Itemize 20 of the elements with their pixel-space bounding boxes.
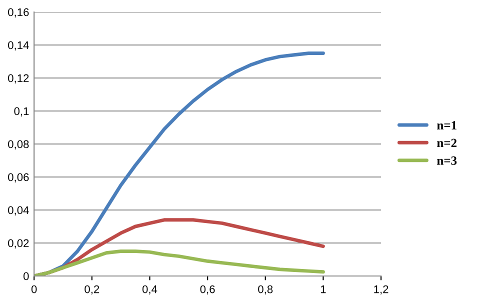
y-tick-label: 0 (23, 272, 29, 280)
y-tick-label: 0,06 (8, 173, 29, 182)
legend-label: n=1 (437, 121, 456, 130)
y-tick-label: 0,04 (8, 206, 29, 216)
y-tick-label: 0,14 (8, 41, 29, 50)
line-series (34, 250, 325, 276)
y-tick-label: 0,1 (14, 107, 29, 116)
x-tick-label: 0,2 (84, 285, 100, 294)
y-tick-label: 0,08 (8, 140, 29, 150)
legend-label: n=2 (437, 138, 457, 148)
x-tick-label: 0,4 (142, 285, 158, 294)
x-tick-label: 0 (31, 285, 37, 294)
legend-label: n=3 (437, 156, 457, 165)
x-tick-label: 0,6 (200, 285, 215, 294)
y-tick-label: 0,02 (8, 239, 29, 248)
x-tick-label: 1,2 (374, 285, 388, 294)
y-tick-label: 0,16 (8, 8, 29, 18)
x-tick-label: 1 (320, 285, 326, 294)
y-tick-label: 0,12 (8, 74, 29, 84)
x-tick-label: 0,8 (258, 285, 273, 294)
